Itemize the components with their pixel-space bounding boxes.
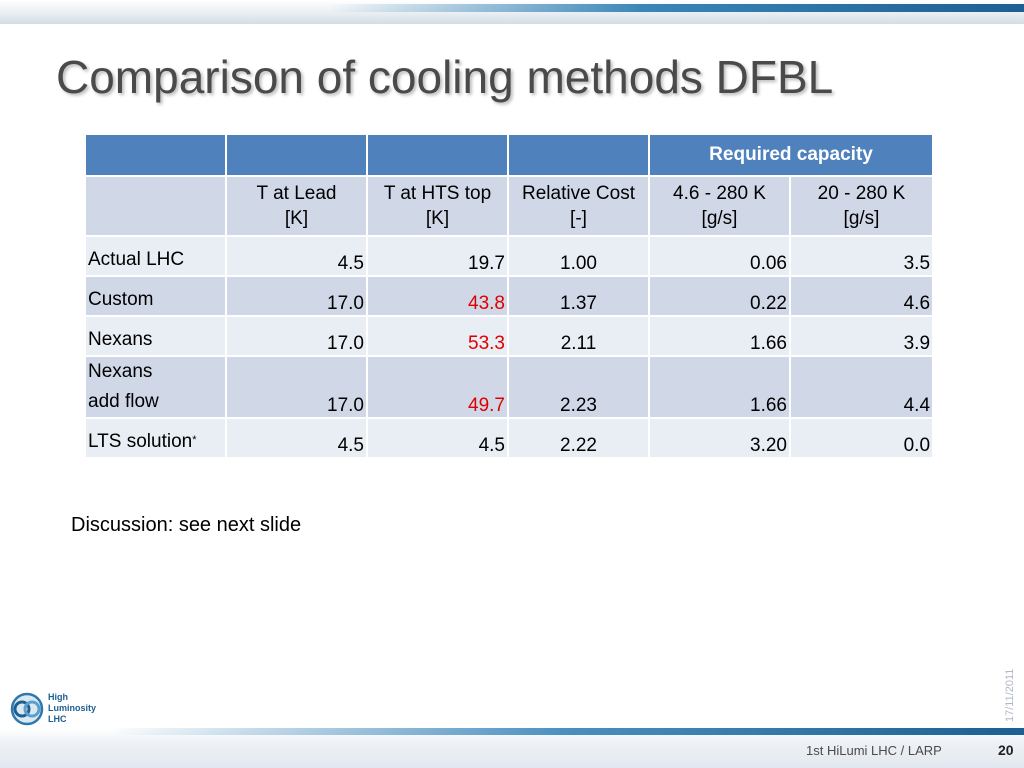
t-lead-cell: 17.0 <box>225 355 368 419</box>
cost-cell: 2.22 <box>507 417 650 459</box>
cost-cell: 2.11 <box>507 315 650 357</box>
row-name: Custom <box>84 275 227 317</box>
footnote-marker: * <box>192 434 197 446</box>
top-decor-stripe <box>330 4 1024 12</box>
bottom-decor-stripe <box>110 728 1024 735</box>
footer-text: 1st HiLumi LHC / LARP <box>806 743 942 758</box>
cap-20-cell: 0.0 <box>788 417 935 459</box>
column-header-cap-20: 20 - 280 K [g/s] <box>788 175 935 237</box>
cap-20-cell: 4.4 <box>788 355 935 419</box>
cost-cell: 1.37 <box>507 275 650 317</box>
t-lead-cell: 17.0 <box>225 275 368 317</box>
cap-46-cell: 3.20 <box>648 417 791 459</box>
t-hts-cell: 19.7 <box>366 235 509 277</box>
cap-20-cell: 3.5 <box>788 235 935 277</box>
t-hts-cell: 4.5 <box>366 417 509 459</box>
table-group-header-row: Required capacity <box>84 133 935 177</box>
cap-46-cell: 1.66 <box>648 315 791 357</box>
logo-rings-icon <box>10 692 44 726</box>
cap-46-cell: 0.22 <box>648 275 791 317</box>
header-cell-empty <box>225 133 368 177</box>
cap-46-cell: 0.06 <box>648 235 791 277</box>
discussion-text: Discussion: see next slide <box>71 514 302 536</box>
table-row: Custom 17.0 43.8 1.37 0.22 4.6 <box>84 275 935 317</box>
cap-20-cell: 3.9 <box>788 315 935 357</box>
row-name: LTS solution* <box>84 417 227 459</box>
table-row: Nexans 17.0 53.3 2.11 1.66 3.9 <box>84 315 935 357</box>
t-lead-cell: 4.5 <box>225 235 368 277</box>
header-cell-empty <box>366 133 509 177</box>
t-lead-cell: 17.0 <box>225 315 368 357</box>
hilumi-logo: High Luminosity LHC <box>10 688 100 732</box>
column-header-t-hts: T at HTS top [K] <box>366 175 509 237</box>
slide-title: Comparison of cooling methods DFBL <box>56 51 834 103</box>
table-column-header-row: T at Lead [K] T at HTS top [K] Relative Co… <box>84 175 935 237</box>
slide-date: 17/11/2011 <box>1004 668 1016 722</box>
cost-cell: 2.23 <box>507 355 650 419</box>
cap-20-cell: 4.6 <box>788 275 935 317</box>
logo-text: High Luminosity LHC <box>48 692 97 724</box>
row-name: Nexans add flow <box>84 355 227 419</box>
row-name: Nexans <box>84 315 227 357</box>
column-header-cost: Relative Cost [-] <box>507 175 650 237</box>
page-number: 20 <box>998 742 1014 758</box>
t-hts-cell: 49.7 <box>366 355 509 419</box>
cap-46-cell: 1.66 <box>648 355 791 419</box>
t-hts-cell: 43.8 <box>366 275 509 317</box>
table-row: Actual LHC 4.5 19.7 1.00 0.06 3.5 <box>84 235 935 277</box>
table-row: LTS solution* 4.5 4.5 2.22 3.20 0.0 <box>84 417 935 459</box>
row-name: Actual LHC <box>84 235 227 277</box>
column-header-t-lead: T at Lead [K] <box>225 175 368 237</box>
column-header-name <box>84 175 227 237</box>
header-cell-empty <box>84 133 227 177</box>
required-capacity-header: Required capacity <box>647 133 935 177</box>
t-hts-cell: 53.3 <box>366 315 509 357</box>
table-row: Nexans add flow 17.0 49.7 2.23 1.66 4.4 <box>84 355 935 419</box>
comparison-table: Required capacity T at Lead [K] T at HTS … <box>84 133 935 459</box>
column-header-cap-46: 4.6 - 280 K [g/s] <box>648 175 791 237</box>
cost-cell: 1.00 <box>507 235 650 277</box>
t-lead-cell: 4.5 <box>225 417 368 459</box>
header-cell-empty <box>507 133 650 177</box>
